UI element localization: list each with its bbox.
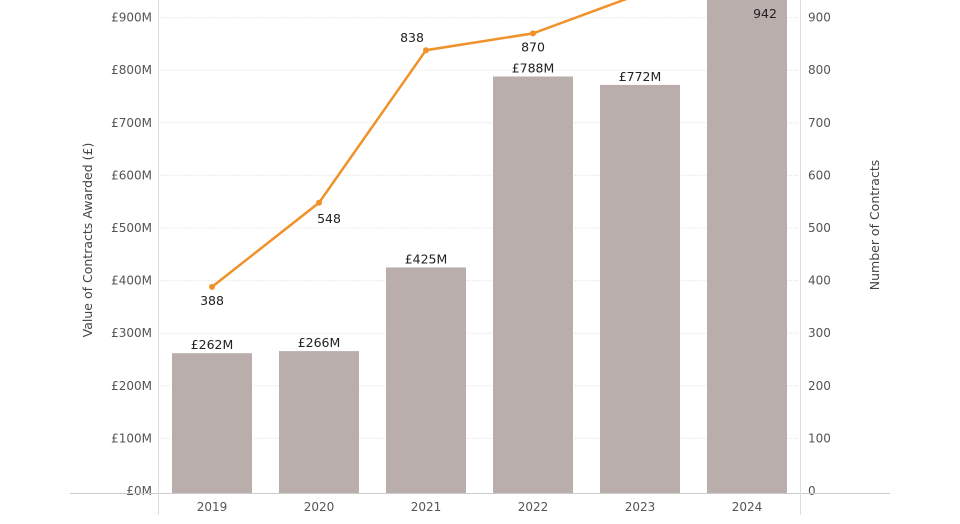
right-axis-title: Number of Contracts	[867, 160, 882, 291]
x-tick-label: 2022	[518, 500, 549, 514]
line-value-label: 870	[521, 39, 545, 54]
x-tick-label: 2019	[197, 500, 228, 514]
left-tick-label: £300M	[111, 326, 152, 340]
right-tick-label: 500	[808, 221, 831, 235]
line-point-2021	[423, 47, 429, 54]
right-tick-label: 100	[808, 431, 831, 445]
bar-value-label: £266M	[298, 335, 341, 350]
right-tick-label: 300	[808, 326, 831, 340]
bar-2024	[707, 0, 787, 494]
line-point-2019	[209, 283, 215, 290]
x-tick-label: 2020	[304, 500, 335, 514]
right-tick-label: 700	[808, 116, 831, 130]
right-tick-label: 400	[808, 274, 831, 288]
line-value-label: 548	[317, 211, 341, 226]
left-tick-label: £500M	[111, 221, 152, 235]
axes: £0M £100M £200M £300M £400M £500M £600M £700M £8…	[70, 0, 890, 515]
left-tick-label: £0M	[126, 484, 152, 498]
line-point-2020	[316, 199, 322, 206]
bars	[172, 0, 787, 494]
left-tick-label: £700M	[111, 116, 152, 130]
x-tick-label: 2023	[625, 500, 656, 514]
right-tick-label: 900	[808, 11, 831, 25]
bar-2020	[279, 351, 359, 493]
left-tick-label: £200M	[111, 379, 152, 393]
line-path	[211, 0, 628, 288]
bar-2019	[172, 353, 252, 493]
gridlines	[160, 17, 798, 439]
x-tick-label: 2024	[732, 500, 763, 514]
line-series	[209, 0, 628, 290]
right-tick-label: 600	[808, 168, 831, 182]
line-point-2022	[530, 30, 536, 37]
data-labels: £262M £266M £425M £788M £772M 388 548 838 870 942	[191, 6, 777, 352]
bar-2021	[386, 267, 466, 493]
right-tick-label: 200	[808, 379, 831, 393]
left-tick-label: £400M	[111, 274, 152, 288]
bar-2023	[600, 84, 680, 493]
left-tick-label: £800M	[111, 63, 152, 77]
bar-2022	[493, 76, 573, 494]
left-tick-label: £900M	[111, 11, 152, 25]
left-axis-title: Value of Contracts Awarded (£)	[80, 143, 95, 338]
bar-value-label: £772M	[619, 69, 662, 84]
line-value-label: 838	[400, 30, 424, 45]
left-tick-label: £600M	[111, 168, 152, 182]
left-tick-label: £100M	[111, 431, 152, 445]
right-tick-label: 800	[808, 63, 831, 77]
line-value-label: 942	[753, 6, 777, 21]
line-value-label: 388	[200, 293, 224, 308]
x-tick-label: 2021	[411, 500, 442, 514]
bar-value-label: £788M	[512, 61, 555, 76]
bar-value-label: £262M	[191, 337, 234, 352]
bar-value-label: £425M	[405, 251, 448, 266]
right-tick-label: 0	[808, 484, 816, 498]
